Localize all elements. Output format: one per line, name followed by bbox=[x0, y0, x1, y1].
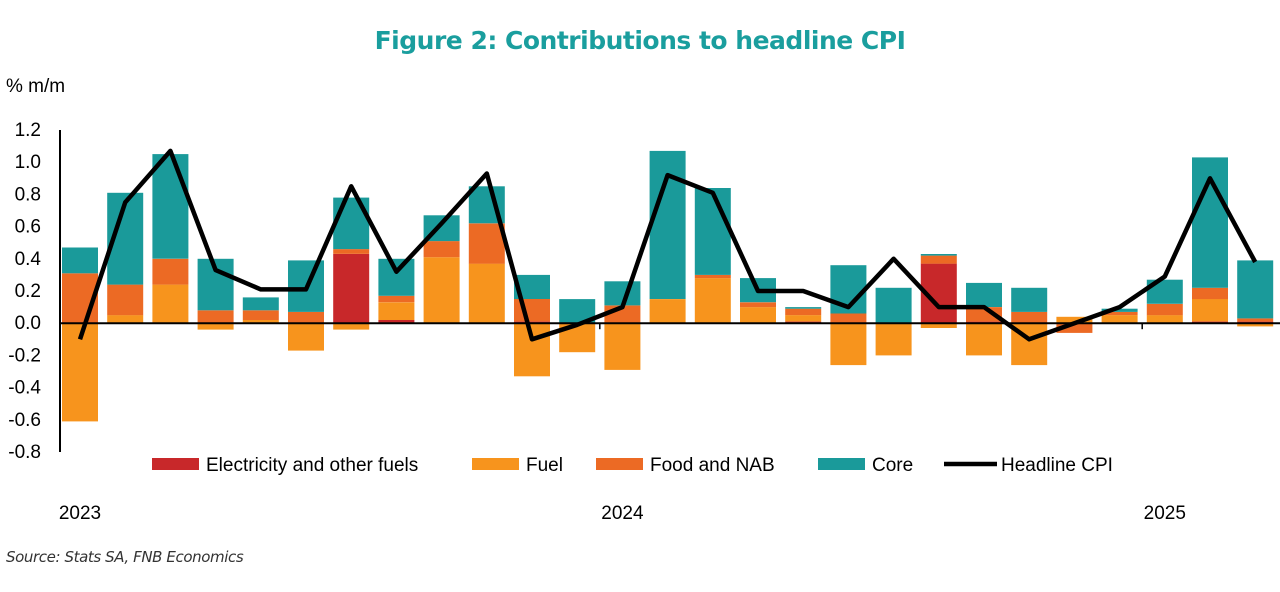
headline-cpi-line bbox=[77, 148, 1258, 342]
line-layer bbox=[77, 148, 1258, 342]
legend-swatch-food bbox=[596, 458, 643, 470]
bar-core bbox=[1011, 287, 1048, 312]
bar-core bbox=[920, 254, 957, 256]
legend: Electricity and other fuels Fuel Food and … bbox=[152, 455, 1113, 476]
legend-swatch-electricity bbox=[152, 458, 199, 470]
x-year-label: 2025 bbox=[1144, 503, 1186, 524]
bar-food bbox=[1237, 318, 1274, 322]
bar-food bbox=[152, 258, 189, 285]
bar-food bbox=[1056, 323, 1093, 333]
bar-fuel bbox=[785, 315, 822, 322]
bar-core bbox=[152, 154, 189, 259]
bar-core bbox=[694, 188, 731, 275]
bar-fuel bbox=[197, 323, 234, 330]
bar-food bbox=[785, 308, 822, 316]
bar-food bbox=[333, 249, 370, 254]
bar-food bbox=[1192, 287, 1228, 300]
bar-food bbox=[966, 307, 1002, 322]
bar-fuel bbox=[468, 263, 505, 324]
bar-fuel bbox=[1146, 315, 1183, 324]
y-tick-label: 0.4 bbox=[15, 249, 42, 270]
bar-fuel bbox=[1192, 299, 1228, 322]
bar-core bbox=[242, 297, 279, 311]
y-tick-label: 0.6 bbox=[15, 217, 41, 238]
y-tick-label: 0.2 bbox=[15, 281, 41, 302]
legend-label-food: Food and NAB bbox=[650, 455, 775, 476]
bar-food bbox=[514, 299, 550, 322]
x-year-label: 2023 bbox=[59, 503, 101, 524]
bar-fuel bbox=[694, 278, 731, 324]
legend-label-fuel: Fuel bbox=[526, 455, 563, 476]
legend-label-headline: Headline CPI bbox=[1001, 455, 1113, 476]
bar-fuel bbox=[242, 320, 279, 324]
bar-fuel bbox=[1056, 316, 1093, 324]
bar-core bbox=[1237, 260, 1274, 319]
legend-label-electricity: Electricity and other fuels bbox=[206, 455, 418, 476]
source-note: Source: Stats SA, FNB Economics bbox=[6, 548, 244, 566]
bar-core bbox=[378, 258, 415, 296]
bar-fuel bbox=[875, 323, 912, 356]
y-tick-label: 0.8 bbox=[15, 184, 41, 205]
bar-core bbox=[785, 307, 822, 309]
y-tick-label: 1.0 bbox=[15, 152, 41, 173]
bar-layer bbox=[62, 150, 1274, 422]
bar-fuel bbox=[966, 323, 1002, 356]
legend-swatch-core bbox=[818, 458, 865, 470]
bar-food bbox=[197, 310, 234, 324]
bar-fuel bbox=[740, 307, 776, 324]
bar-fuel bbox=[62, 323, 98, 422]
x-axis-labels: 2023 2024 2025 bbox=[59, 503, 1186, 524]
bar-electricity bbox=[333, 254, 370, 324]
bar-food bbox=[830, 313, 867, 324]
bar-food bbox=[740, 302, 776, 308]
bar-fuel bbox=[649, 299, 686, 324]
bar-food bbox=[288, 311, 324, 324]
bar-core bbox=[966, 282, 1002, 307]
legend-swatch-fuel bbox=[472, 458, 519, 470]
bar-food bbox=[107, 284, 144, 316]
y-tick-label: -0.4 bbox=[8, 378, 41, 399]
bar-fuel bbox=[604, 323, 641, 370]
bar-fuel bbox=[920, 323, 957, 328]
y-tick-label: 0.0 bbox=[15, 313, 41, 334]
y-tick-label: -0.2 bbox=[8, 345, 41, 366]
bar-fuel bbox=[1237, 323, 1274, 327]
bar-fuel bbox=[152, 284, 189, 324]
bar-fuel bbox=[107, 315, 144, 324]
bar-food bbox=[423, 241, 460, 258]
y-axis-unit: % m/m bbox=[6, 76, 66, 97]
bar-fuel bbox=[288, 323, 324, 351]
y-tick-label: 1.2 bbox=[15, 120, 41, 141]
bar-food bbox=[378, 295, 415, 303]
bar-food bbox=[920, 255, 957, 264]
bar-food bbox=[1011, 311, 1048, 324]
bar-electricity bbox=[378, 320, 415, 324]
chart-title: Figure 2: Contributions to headline CPI bbox=[374, 26, 906, 55]
bar-fuel bbox=[423, 257, 460, 324]
bar-core bbox=[62, 247, 98, 274]
bar-fuel bbox=[1101, 315, 1138, 324]
bar-core bbox=[1101, 308, 1138, 312]
bar-food bbox=[1101, 311, 1138, 316]
bar-food bbox=[468, 223, 505, 264]
y-tick-label: -0.8 bbox=[8, 442, 41, 463]
axes-layer: 1.2 1.0 0.8 0.6 0.4 0.2 0.0 -0.2 -0.4 -0.6 -0.8 bbox=[8, 120, 1280, 463]
bar-fuel bbox=[830, 323, 867, 366]
bar-food bbox=[242, 310, 279, 320]
bar-fuel bbox=[378, 302, 415, 320]
bar-food bbox=[694, 274, 731, 279]
bar-food bbox=[1146, 303, 1183, 316]
y-tick-label: -0.6 bbox=[8, 410, 41, 431]
x-year-label: 2024 bbox=[601, 503, 644, 524]
bar-core bbox=[875, 287, 912, 324]
legend-label-core: Core bbox=[872, 455, 913, 476]
bar-fuel bbox=[333, 323, 370, 330]
